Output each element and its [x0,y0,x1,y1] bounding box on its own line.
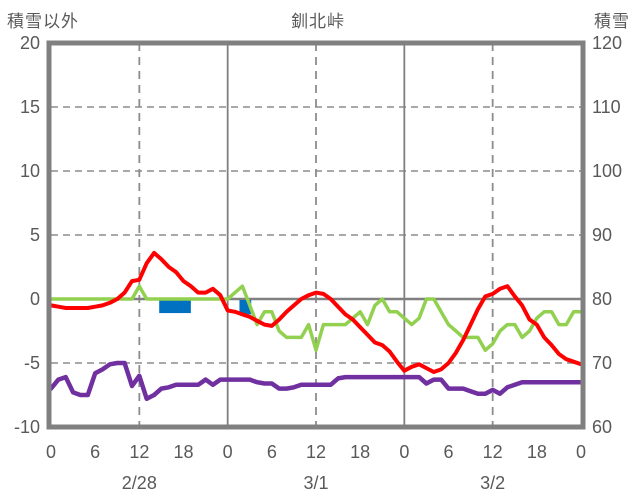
blue-bar-1 [159,300,191,314]
chart-title: 釧北峠 [291,12,345,31]
x-axis-tick: 12 [306,442,326,462]
plot-frame [46,40,586,430]
x-axis-tick: 6 [90,442,100,462]
left-axis-tick: -5 [24,353,40,373]
x-axis-tick: 0 [223,442,233,462]
red-line [49,250,583,374]
x-axis-tick: 0 [46,442,56,462]
right-axis-tick: 80 [592,289,612,309]
x-axis-tick: 18 [173,442,193,462]
right-axis-title: 積雪 [594,12,630,31]
blue-bar-2 [239,300,252,315]
left-axis-tick: -10 [14,417,40,437]
purple-line [48,360,584,402]
right-axis-tick: 70 [592,353,612,373]
x-axis-tick: 0 [399,442,409,462]
x-axis-tick: 18 [350,442,370,462]
green-line [49,284,583,352]
right-axis-tick: 120 [592,33,622,53]
right-axis-tick: 100 [592,161,622,181]
x-axis-tick: 12 [129,442,149,462]
left-axis-tick: 20 [20,33,40,53]
right-axis-tick: 110 [592,97,621,117]
left-axis-tick: 0 [30,289,40,309]
left-axis-title: 積雪以外 [7,12,79,31]
x-axis-tick: 18 [527,442,547,462]
x-axis-date: 3/1 [303,473,328,493]
left-axis-tick: 5 [30,225,40,245]
right-axis-tick: 60 [592,417,612,437]
right-axis-tick: 90 [592,225,612,245]
x-axis-date: 2/28 [122,473,157,493]
left-axis-tick: 15 [20,97,40,117]
x-axis-tick: 6 [267,442,277,462]
left-axis-tick: 10 [20,161,40,181]
x-axis-tick: 6 [443,442,453,462]
x-axis-tick: 12 [483,442,503,462]
x-axis-tick: 0 [576,442,586,462]
x-axis-date: 3/2 [480,473,505,493]
